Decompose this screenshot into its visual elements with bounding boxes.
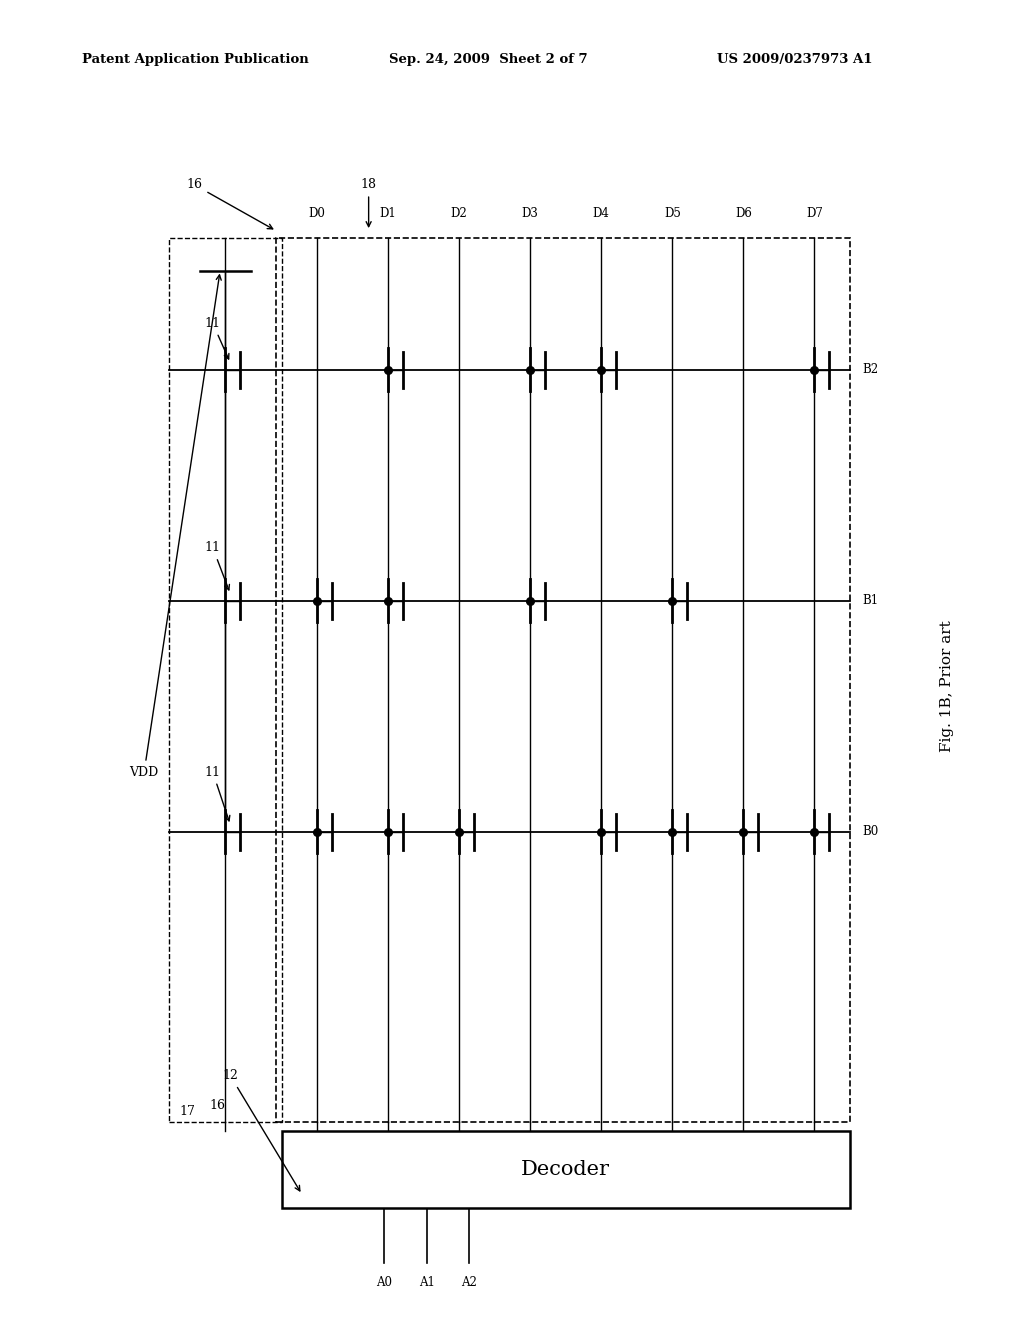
Bar bbox=[169, 238, 282, 1122]
Text: 11: 11 bbox=[205, 317, 229, 359]
Text: 11: 11 bbox=[205, 766, 229, 821]
Text: D6: D6 bbox=[735, 207, 752, 220]
Text: 12: 12 bbox=[222, 1069, 300, 1191]
Text: D7: D7 bbox=[806, 207, 823, 220]
Text: B2: B2 bbox=[862, 363, 879, 376]
Text: D1: D1 bbox=[380, 207, 396, 220]
Text: D3: D3 bbox=[522, 207, 539, 220]
Text: 16: 16 bbox=[210, 1098, 226, 1111]
Text: 18: 18 bbox=[360, 178, 377, 227]
Text: Fig. 1B, Prior art: Fig. 1B, Prior art bbox=[940, 620, 954, 752]
Text: D4: D4 bbox=[593, 207, 609, 220]
Text: B0: B0 bbox=[862, 825, 879, 838]
Text: Decoder: Decoder bbox=[521, 1160, 610, 1179]
Bar bbox=[282, 1131, 850, 1208]
Text: US 2009/0237973 A1: US 2009/0237973 A1 bbox=[717, 53, 872, 66]
Text: B1: B1 bbox=[862, 594, 879, 607]
Text: D5: D5 bbox=[664, 207, 681, 220]
Text: A2: A2 bbox=[461, 1276, 477, 1290]
Text: 17: 17 bbox=[179, 1105, 196, 1118]
Text: Patent Application Publication: Patent Application Publication bbox=[82, 53, 308, 66]
Text: Sep. 24, 2009  Sheet 2 of 7: Sep. 24, 2009 Sheet 2 of 7 bbox=[389, 53, 588, 66]
Text: 11: 11 bbox=[205, 541, 229, 590]
Text: D0: D0 bbox=[308, 207, 326, 220]
Text: D2: D2 bbox=[451, 207, 468, 220]
Text: A1: A1 bbox=[419, 1276, 434, 1290]
Bar bbox=[276, 238, 850, 1122]
Text: VDD: VDD bbox=[129, 275, 221, 779]
Text: A0: A0 bbox=[376, 1276, 392, 1290]
Text: 16: 16 bbox=[186, 178, 272, 228]
